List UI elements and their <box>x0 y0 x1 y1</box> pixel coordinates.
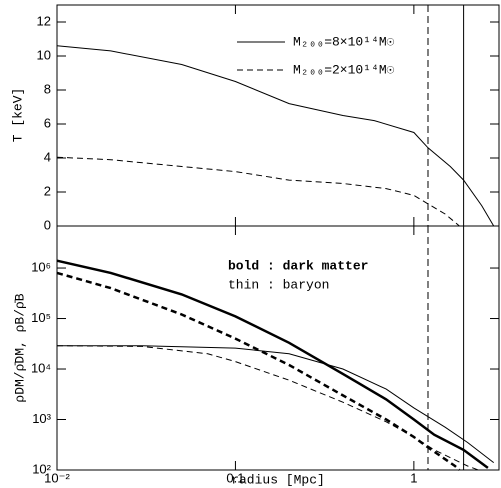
y-tick-label: 10² <box>32 461 51 476</box>
y-tick-label: 8 <box>44 81 51 96</box>
y-tick-label: 12 <box>37 13 51 28</box>
series-line <box>56 156 460 227</box>
y-tick-label: 10³ <box>32 411 51 426</box>
x-tick-label: 10⁻² <box>44 470 70 485</box>
y-tick-label: 6 <box>44 115 51 130</box>
legend-label: M₂₀₀=2×10¹⁴M☉ <box>293 62 395 77</box>
y-axis-label: T [keV] <box>10 88 25 143</box>
x-tick-label: 0.1 <box>226 470 244 485</box>
y-tick-label: 10⁵ <box>31 310 51 325</box>
annotation: thin : baryon <box>228 277 329 292</box>
plot-frame <box>56 225 500 471</box>
series-line <box>56 345 479 471</box>
series-line <box>57 345 495 463</box>
y-axis-label: ρDM/ρ̄DM, ρB/ρ̄B <box>12 293 27 402</box>
series-line <box>56 271 461 471</box>
y-tick-label: 10⁶ <box>31 259 51 274</box>
y-tick-label: 10⁴ <box>31 360 51 375</box>
y-tick-label: 4 <box>44 149 51 164</box>
series-line <box>56 45 495 227</box>
y-tick-label: 0 <box>44 217 51 232</box>
series-line <box>56 259 489 469</box>
x-axis-label: radius [Mpc] <box>231 472 325 487</box>
plot-frame <box>56 4 500 227</box>
x-tick-label: 1 <box>410 470 417 485</box>
legend-label: M₂₀₀=8×10¹⁴M☉ <box>293 34 395 49</box>
y-tick-label: 10 <box>37 47 51 62</box>
annotation: bold : dark matter <box>228 258 368 273</box>
y-tick-label: 2 <box>44 183 51 198</box>
